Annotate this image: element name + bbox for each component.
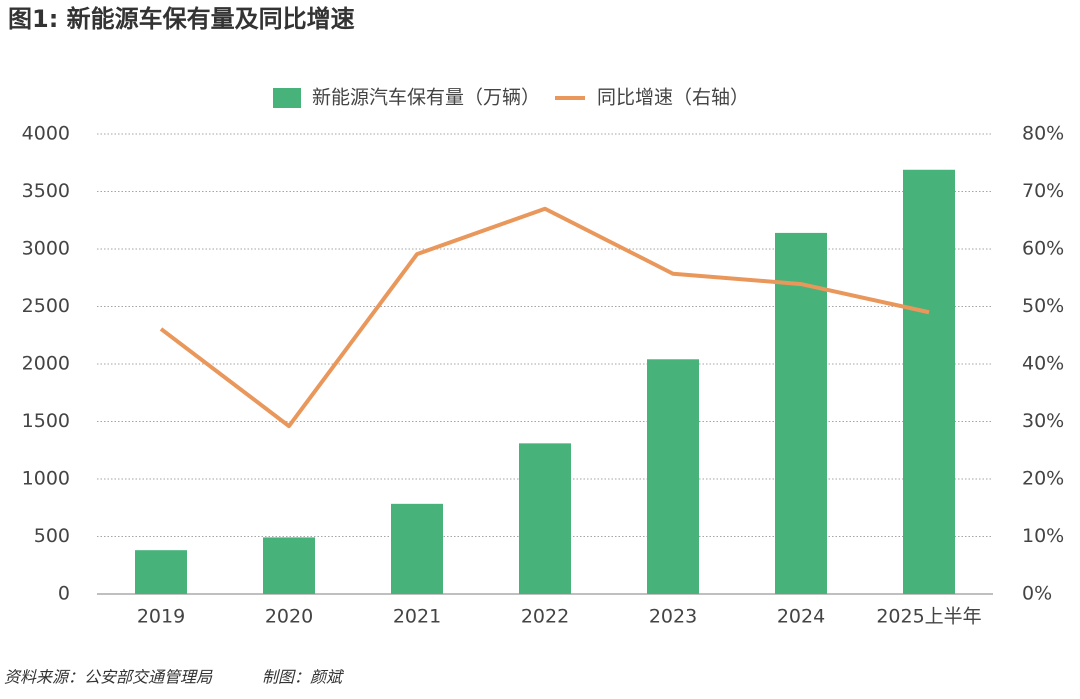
x-tick-label: 2023 [649, 606, 697, 628]
y2-tick-label: 80% [1022, 123, 1064, 145]
bar [135, 550, 187, 594]
bar [775, 232, 827, 594]
legend-label: 同比增速（右轴） [597, 87, 749, 109]
y-tick-label: 3500 [22, 180, 70, 202]
y2-tick-label: 30% [1022, 410, 1064, 432]
x-tick-label: 2020 [265, 606, 313, 628]
y-tick-label: 4000 [22, 123, 70, 145]
x-tick-label: 2025上半年 [876, 606, 981, 628]
legend-label: 新能源汽车保有量（万辆） [312, 87, 540, 109]
y2-tick-label: 60% [1022, 238, 1064, 260]
y2-tick-label: 20% [1022, 468, 1064, 490]
x-tick-label: 2019 [137, 606, 185, 628]
bar [519, 443, 571, 594]
y-tick-label: 1000 [22, 468, 70, 490]
y2-tick-label: 70% [1022, 180, 1064, 202]
x-tick-label: 2024 [777, 606, 825, 628]
x-tick-label: 2021 [393, 606, 441, 628]
y-tick-label: 3000 [22, 238, 70, 260]
source-note: 资料来源：公安部交通管理局 [4, 668, 213, 687]
bar [647, 359, 699, 594]
y-tick-label: 0 [58, 583, 70, 605]
y2-tick-label: 10% [1022, 525, 1064, 547]
y-tick-label: 500 [34, 525, 70, 547]
y-tick-label: 2000 [22, 353, 70, 375]
bar [903, 169, 955, 594]
legend-swatch [273, 88, 301, 108]
bar [263, 537, 315, 594]
x-tick-label: 2022 [521, 606, 569, 628]
bar [391, 503, 443, 594]
y2-tick-label: 40% [1022, 353, 1064, 375]
y2-tick-label: 0% [1022, 583, 1052, 605]
line [159, 206, 930, 429]
chart-title: 图1: 新能源车保有量及同比增速 [8, 5, 355, 33]
y-tick-label: 1500 [22, 410, 70, 432]
credit-note: 制图：颜斌 [262, 668, 344, 687]
y2-tick-label: 50% [1022, 295, 1064, 317]
y-tick-label: 2500 [22, 295, 70, 317]
